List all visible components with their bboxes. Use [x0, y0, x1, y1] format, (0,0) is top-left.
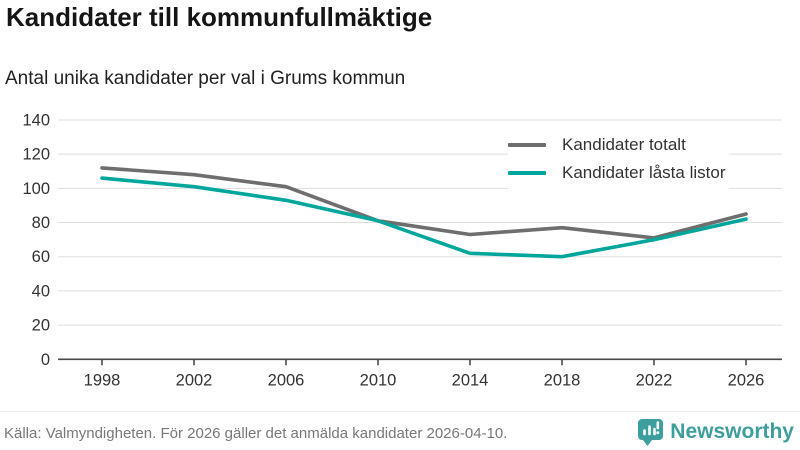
svg-text:1998: 1998: [84, 371, 121, 389]
svg-text:2010: 2010: [360, 371, 397, 389]
footer: Källa: Valmyndigheten. För 2026 gäller d…: [0, 411, 800, 450]
line-chart: 1998 2002 2006 2010 2014 2018 2022 2026 0 20 40 60 8…: [0, 105, 800, 405]
svg-text:2014: 2014: [452, 371, 489, 389]
legend-item-locked-lists: Kandidater låsta listor: [508, 159, 725, 187]
svg-text:80: 80: [32, 214, 50, 232]
legend-label-locked-lists: Kandidater låsta listor: [562, 163, 726, 182]
svg-text:0: 0: [41, 351, 50, 369]
legend: Kandidater totalt Kandidater låsta listo…: [508, 129, 730, 189]
brand-name: Newsworthy: [670, 420, 794, 443]
svg-text:60: 60: [32, 248, 50, 266]
svg-text:2002: 2002: [176, 371, 213, 389]
chart-title: Kandidater till kommunfullmäktige: [6, 2, 433, 32]
legend-swatch-total: [508, 143, 546, 147]
svg-text:20: 20: [32, 317, 50, 335]
legend-label-total: Kandidater totalt: [562, 135, 686, 154]
svg-text:2018: 2018: [544, 371, 581, 389]
source-note: Källa: Valmyndigheten. För 2026 gäller d…: [4, 425, 508, 442]
newsworthy-logo[interactable]: Newsworthy: [637, 417, 794, 447]
legend-swatch-locked-lists: [508, 171, 546, 175]
svg-text:120: 120: [22, 146, 50, 164]
chart-subtitle: Antal unika kandidater per val i Grums k…: [5, 68, 406, 89]
svg-text:140: 140: [22, 112, 50, 130]
plot-area: 1998 2002 2006 2010 2014 2018 2022 2026 0 20 40 60 8…: [22, 112, 782, 389]
svg-text:2006: 2006: [268, 371, 305, 389]
legend-item-total: Kandidater totalt: [508, 131, 725, 159]
svg-text:2022: 2022: [636, 371, 673, 389]
svg-text:40: 40: [32, 282, 50, 300]
svg-text:100: 100: [22, 180, 50, 198]
newsworthy-pin-icon: [638, 419, 664, 446]
svg-text:2026: 2026: [728, 371, 765, 389]
